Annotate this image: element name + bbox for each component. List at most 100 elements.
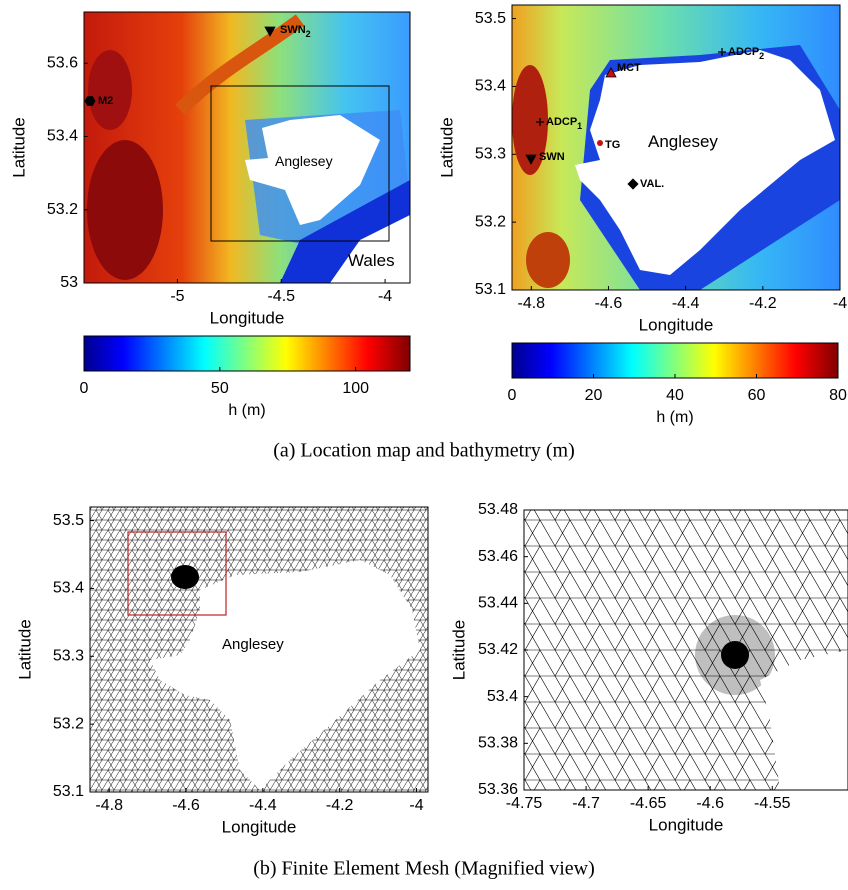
colorbar-tick-label: 100 (342, 380, 369, 397)
x-tick-label: -4 (378, 288, 392, 305)
x-axis-label: Longitude (210, 308, 285, 327)
annotation: SWN (539, 151, 565, 163)
annotation-text: VAL. (640, 178, 664, 190)
colorbar-tick-label: 40 (666, 387, 684, 404)
y-tick-label: 53.4 (47, 128, 78, 145)
x-tick-label: -4 (409, 797, 423, 814)
marker (597, 140, 603, 146)
annotation: SWN2 (280, 24, 311, 39)
x-tick-label: -4.8 (95, 797, 123, 814)
annotation-text: Anglesey (275, 153, 333, 169)
x-tick-label: -4 (833, 295, 847, 312)
y-tick-label: 53.48 (478, 501, 518, 518)
x-tick-label: -4.6 (595, 295, 623, 312)
x-tick-label: -4.7 (572, 795, 600, 812)
annotation-subscript: 1 (577, 121, 582, 131)
colorbar (83, 335, 411, 372)
annotation-text: MCT (617, 62, 641, 74)
annotation-text: SWN (539, 151, 565, 163)
y-tick-label: 53.3 (475, 146, 506, 163)
colorbar-tick-label: 80 (829, 387, 847, 404)
marker (536, 118, 544, 126)
x-axis-label: Longitude (222, 817, 297, 836)
annotation-text: Anglesey (648, 132, 718, 151)
y-axis-label: Latitude (449, 620, 468, 681)
colorbar-tick-label: 60 (748, 387, 766, 404)
annotation: VAL. (640, 178, 664, 190)
x-tick-label: -4.4 (672, 295, 700, 312)
marker (525, 154, 537, 165)
axes-frame (83, 11, 411, 284)
colorbar-tick-label: 50 (211, 380, 229, 397)
annotation-text: Wales (348, 251, 395, 270)
y-tick-label: 53.4 (475, 78, 506, 95)
map-backgrounds (84, 5, 848, 792)
marker (605, 67, 617, 78)
y-tick-label: 53.1 (475, 281, 506, 298)
annotation-subscript: 2 (759, 51, 764, 61)
y-tick-label: 53.6 (47, 54, 78, 71)
x-tick-label: -4.75 (506, 795, 543, 812)
y-tick-label: 53.36 (478, 781, 518, 798)
y-tick-label: 53.5 (53, 512, 84, 529)
colorbar-tick-label: 0 (508, 387, 517, 404)
caption: (a) Location map and bathymetry (m) (273, 440, 575, 462)
colorbar (511, 342, 839, 379)
y-tick-label: 53.42 (478, 641, 518, 658)
colorbar-tick-label: 20 (585, 387, 603, 404)
annotation: TG (605, 139, 620, 151)
x-tick-label: -4.6 (172, 797, 200, 814)
annotation: ADCP1 (546, 116, 582, 131)
x-tick-label: -4.55 (754, 795, 791, 812)
annotation: Wales (348, 251, 395, 270)
marker (264, 26, 276, 37)
caption: (b) Finite Element Mesh (Magnified view) (253, 858, 595, 880)
annotation: Anglesey (648, 132, 718, 151)
y-tick-label: 53.1 (53, 783, 84, 800)
y-tick-label: 53.2 (475, 213, 506, 230)
annotation-text: ADCP (728, 46, 759, 58)
y-tick-label: 53.3 (53, 648, 84, 665)
colorbar-label: h (m) (228, 402, 265, 419)
annotation: Anglesey (222, 636, 284, 653)
y-axis-label: Latitude (437, 117, 456, 178)
y-tick-label: 53.2 (47, 201, 78, 218)
axes-frame (89, 506, 429, 793)
colorbar-label: h (m) (656, 409, 693, 426)
annotation-text: M2 (98, 95, 113, 107)
x-tick-label: -4.5 (267, 288, 295, 305)
annotation: ADCP2 (728, 46, 764, 61)
marker (84, 96, 96, 106)
y-axis-label: Latitude (9, 117, 28, 178)
x-tick-label: -4.8 (518, 295, 546, 312)
x-tick-label: -5 (170, 288, 184, 305)
annotation: MCT (617, 62, 641, 74)
marker (718, 48, 726, 56)
annotation-subscript: 2 (306, 29, 311, 39)
axes-frame (511, 4, 841, 291)
annotation-text: SWN (280, 24, 306, 36)
y-tick-label: 53.38 (478, 735, 518, 752)
annotation: M2 (98, 95, 113, 107)
x-tick-label: -4.6 (696, 795, 724, 812)
annotation-text: TG (605, 139, 620, 151)
annotation: Anglesey (275, 153, 333, 169)
y-axis-label: Latitude (15, 619, 34, 680)
y-tick-label: 53.46 (478, 548, 518, 565)
annotation-text: Anglesey (222, 636, 284, 653)
y-tick-label: 53.2 (53, 715, 84, 732)
y-tick-label: 53.4 (487, 688, 518, 705)
x-tick-label: -4.65 (630, 795, 667, 812)
panel: -4.8 -4.6 -4.4 -4.2 -4 53.1 53.2 53.3 53.4 53.5 Lo… (437, 4, 847, 426)
panel: -4.8 -4.6 -4.4 -4.2 -4 53.1 53.2 53.3 53.4 53.5 Lo… (15, 506, 429, 836)
x-axis-label: Longitude (649, 815, 724, 834)
x-tick-label: -4.2 (326, 797, 354, 814)
x-axis-label: Longitude (639, 315, 714, 334)
y-tick-label: 53.5 (475, 10, 506, 27)
y-tick-label: 53.44 (478, 595, 518, 612)
x-tick-label: -4.4 (249, 797, 277, 814)
colorbar-tick-label: 0 (80, 380, 89, 397)
panel: -4.75 -4.7 -4.65 -4.6 -4.55 53.36 53.38 53.4 53.… (449, 501, 848, 834)
panel: -5 -4.5 -4 53 53.2 53.4 53.6 Longitude Latitude S… (9, 11, 411, 419)
